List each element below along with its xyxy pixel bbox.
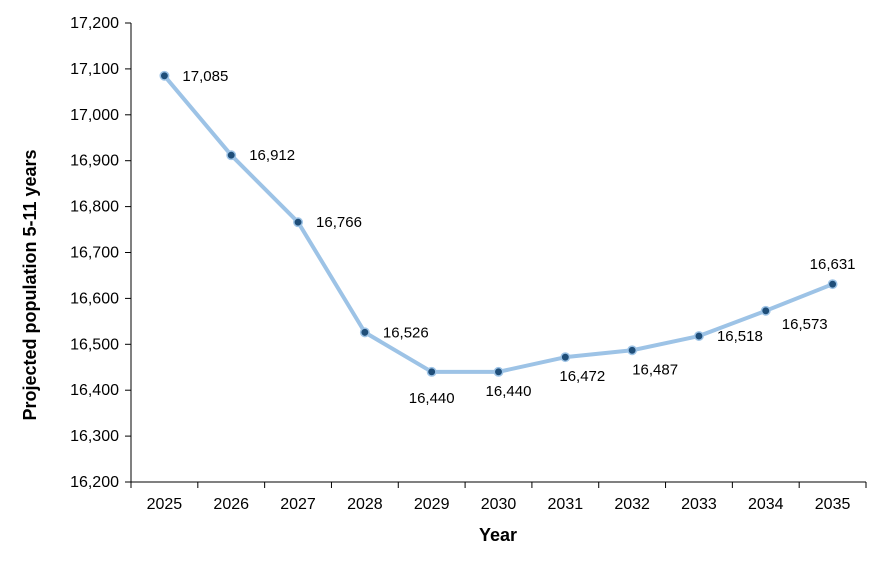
y-tick-label: 16,400 (70, 382, 119, 399)
data-label: 16,440 (409, 390, 455, 407)
data-point (293, 217, 303, 228)
x-tick-label: 2034 (748, 496, 784, 513)
x-tick-label: 2027 (280, 496, 316, 513)
x-tick-label: 2030 (481, 496, 517, 513)
y-tick-label: 16,500 (70, 336, 119, 353)
x-tick-label: 2033 (681, 496, 717, 513)
x-axis-title: Year (479, 525, 517, 545)
x-tick-label: 2025 (147, 496, 183, 513)
data-label: 16,573 (782, 316, 828, 333)
series-layer (159, 70, 838, 377)
y-tick-label: 17,100 (70, 61, 119, 78)
y-tick-label: 17,200 (70, 15, 119, 32)
x-axis: 2025 2026 2027 2028 2029 2030 2031 2032 2033 2034… (130, 481, 867, 513)
data-point (760, 305, 771, 316)
y-tick-label: 16,300 (70, 428, 119, 445)
data-label: 16,518 (717, 328, 763, 345)
data-point (159, 70, 170, 81)
data-label: 16,440 (486, 383, 532, 400)
data-label: 16,766 (316, 214, 362, 231)
data-label: 17,085 (182, 68, 228, 85)
y-tick-label: 17,000 (70, 107, 119, 124)
data-label: 16,472 (559, 368, 605, 385)
x-tick-label: 2029 (414, 496, 450, 513)
data-point (827, 279, 838, 290)
data-point (694, 331, 704, 341)
data-point (493, 366, 504, 377)
data-label: 16,912 (249, 147, 295, 164)
x-tick-label: 2031 (548, 496, 584, 513)
x-tick-label: 2026 (213, 496, 249, 513)
data-point (560, 352, 571, 363)
y-axis: 16,200 16,300 16,400 16,500 16,600 16,700 16,8… (70, 15, 132, 491)
x-tick-label: 2032 (614, 496, 650, 513)
data-label: 16,631 (810, 256, 856, 273)
y-tick-label: 16,600 (70, 290, 119, 307)
y-tick-label: 16,900 (70, 153, 119, 170)
data-label: 16,487 (632, 361, 678, 378)
x-tick-label: 2035 (815, 496, 851, 513)
y-tick-label: 16,200 (70, 474, 119, 491)
y-tick-label: 16,800 (70, 199, 119, 216)
data-label: 16,526 (383, 324, 429, 341)
data-point (426, 366, 437, 377)
data-point (226, 150, 237, 161)
y-axis-title: Projected population 5-11 years (20, 149, 40, 420)
data-point (627, 345, 638, 356)
data-labels: 17,085 16,912 16,766 16,526 16,440 16,440 16,4… (182, 68, 855, 407)
y-tick-label: 16,700 (70, 245, 119, 262)
data-point (359, 327, 370, 338)
x-tick-label: 2028 (347, 496, 383, 513)
